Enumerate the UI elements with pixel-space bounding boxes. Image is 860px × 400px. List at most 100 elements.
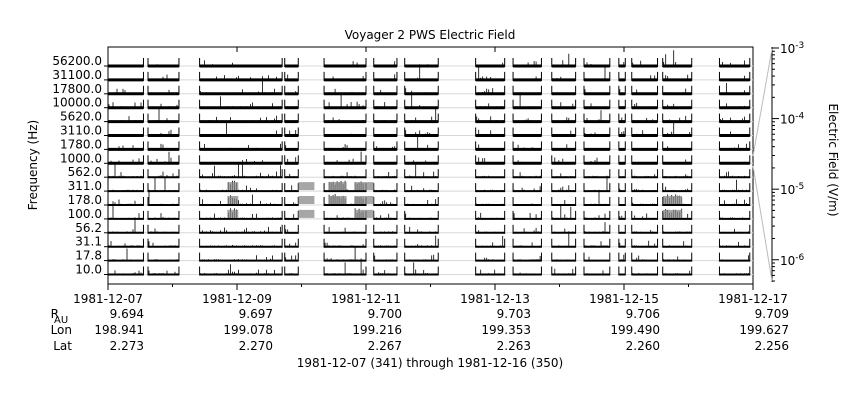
data-spikes — [552, 185, 572, 192]
data-spikes — [374, 231, 394, 233]
data-spikes — [720, 116, 749, 122]
data-spikes — [476, 257, 504, 261]
data-spikes — [513, 61, 537, 66]
data-spikes — [513, 256, 541, 261]
data-spikes — [476, 212, 504, 219]
data-spikes — [513, 172, 541, 178]
data-spikes — [326, 151, 362, 164]
frequency-tick-label: 5620.0 — [60, 110, 102, 124]
data-spikes — [619, 148, 625, 150]
data-spikes — [202, 75, 281, 80]
active-band — [227, 196, 239, 204]
frequency-tick-label: 10000.0 — [52, 96, 102, 110]
data-spikes — [513, 227, 541, 233]
data-spikes — [374, 213, 396, 219]
data-spikes — [285, 185, 297, 192]
active-band — [354, 182, 374, 191]
data-spikes — [114, 134, 136, 136]
data-spikes — [632, 202, 656, 205]
data-spikes — [409, 254, 437, 261]
data-spikes — [285, 145, 297, 150]
ephemeris-value: 199.490 — [610, 323, 660, 337]
ephemeris-row-label: Lon — [51, 323, 72, 337]
time-tick-label: 1981-12-09 — [202, 292, 272, 306]
data-spikes — [584, 132, 608, 136]
ephemeris-value: 2.273 — [110, 339, 144, 353]
data-spikes — [722, 131, 745, 136]
data-spikes — [285, 157, 297, 164]
data-spikes — [326, 88, 364, 94]
data-spikes — [110, 158, 142, 164]
data-spikes — [663, 115, 691, 122]
data-spikes — [374, 255, 394, 261]
data-spikes — [476, 116, 504, 122]
data-spikes — [326, 144, 362, 150]
data-spikes — [202, 226, 281, 233]
data-spikes — [552, 205, 572, 219]
data-spikes — [152, 259, 178, 261]
data-spikes — [619, 89, 625, 94]
data-spikes — [108, 102, 142, 108]
data-spikes — [584, 241, 608, 247]
data-spikes — [202, 255, 273, 261]
data-spikes — [374, 162, 394, 164]
data-spikes — [324, 258, 364, 275]
data-spikes — [619, 131, 625, 136]
colorbar-tick-label: 10-3 — [780, 41, 804, 56]
colorbar-tick-label: 10-6 — [780, 253, 805, 268]
data-spikes — [150, 213, 178, 219]
data-spikes — [515, 242, 541, 247]
data-spikes — [478, 157, 502, 164]
data-spikes — [619, 62, 625, 66]
active-band — [328, 182, 347, 191]
channel-lines — [108, 65, 753, 275]
ephemeris-value: 2.263 — [497, 339, 531, 353]
data-spikes — [552, 259, 570, 261]
ephemeris-value: 9.709 — [755, 307, 789, 321]
data-spikes — [287, 106, 291, 108]
data-spikes — [378, 89, 394, 94]
data-spikes — [405, 64, 437, 66]
data-spikes — [200, 143, 281, 150]
active-band — [662, 196, 683, 204]
data-spikes — [552, 144, 574, 150]
data-spikes — [584, 157, 604, 164]
data-spikes — [586, 110, 608, 122]
data-spikes — [584, 213, 606, 219]
data-spikes — [513, 186, 541, 192]
frequency-tick-label: 17.8 — [75, 249, 102, 263]
data-spikes — [720, 103, 745, 108]
data-spikes — [632, 60, 656, 66]
data-spikes — [513, 92, 541, 108]
data-spikes — [663, 74, 691, 80]
data-spikes — [114, 78, 142, 80]
data-spikes — [407, 164, 437, 178]
data-spikes — [720, 199, 749, 205]
data-spikes — [632, 117, 656, 122]
data-spikes — [720, 60, 749, 66]
ephemeris-value: 2.267 — [368, 339, 402, 353]
data-spikes — [663, 88, 691, 94]
data-spikes — [663, 231, 691, 233]
colorbar-tick-label: 10-5 — [780, 182, 804, 197]
data-spikes — [476, 189, 504, 192]
ephemeris-table: RAU 9.694 9.697 9.700 9.703 9.706 9.709 Lon 198.… — [51, 307, 789, 353]
data-spikes — [720, 255, 749, 261]
data-spikes — [619, 117, 623, 122]
data-spikes — [663, 122, 691, 136]
data-spikes — [285, 202, 297, 205]
frequency-tick-label: 311.0 — [68, 179, 102, 193]
data-spikes — [476, 203, 504, 205]
frequency-tick-label: 3110.0 — [60, 124, 102, 138]
data-spikes — [619, 188, 623, 192]
data-spikes — [513, 203, 539, 205]
data-spikes — [285, 242, 297, 247]
data-spikes — [374, 102, 390, 108]
data-spikes — [374, 146, 396, 150]
data-spikes — [632, 273, 648, 275]
data-spikes — [405, 64, 437, 80]
data-spikes — [663, 270, 691, 275]
ephemeris-value: 2.260 — [626, 339, 660, 353]
data-spikes — [108, 163, 142, 178]
data-spikes — [289, 273, 295, 275]
